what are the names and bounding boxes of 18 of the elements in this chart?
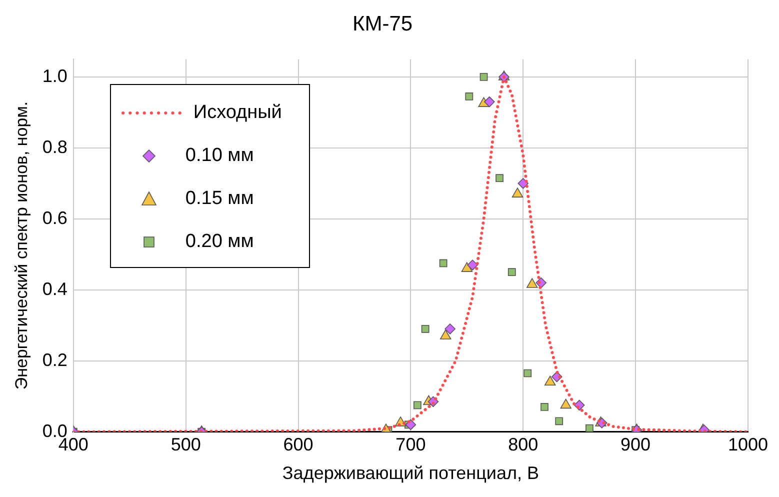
- x-tick-label: 600: [283, 434, 314, 455]
- y-tick-label: 0.8: [42, 136, 68, 157]
- y-axis-title: Энергетический спектр ионов, норм.: [12, 101, 31, 390]
- x-tick-label: 800: [508, 434, 538, 455]
- y-tick-label: 0.2: [42, 350, 68, 370]
- y-tick-label: 0.4: [42, 278, 68, 299]
- legend-label: 0.15 мм: [185, 188, 254, 210]
- legend-label: 0.20 мм: [185, 230, 254, 253]
- y-tick-label: 0.6: [42, 208, 68, 228]
- x-tick-label: 1000: [728, 434, 768, 455]
- legend-label: Исходный: [193, 102, 282, 124]
- x-tick-label: 700: [396, 434, 426, 455]
- x-axis-title: Задерживающий потенциал, В: [282, 463, 539, 484]
- x-tick-label: 500: [170, 434, 201, 455]
- legend-label: 0.10 мм: [185, 144, 254, 167]
- y-tick-label: 1.0: [42, 66, 68, 86]
- chart-title: КМ-75: [352, 12, 413, 36]
- x-tick-label: 900: [620, 434, 651, 455]
